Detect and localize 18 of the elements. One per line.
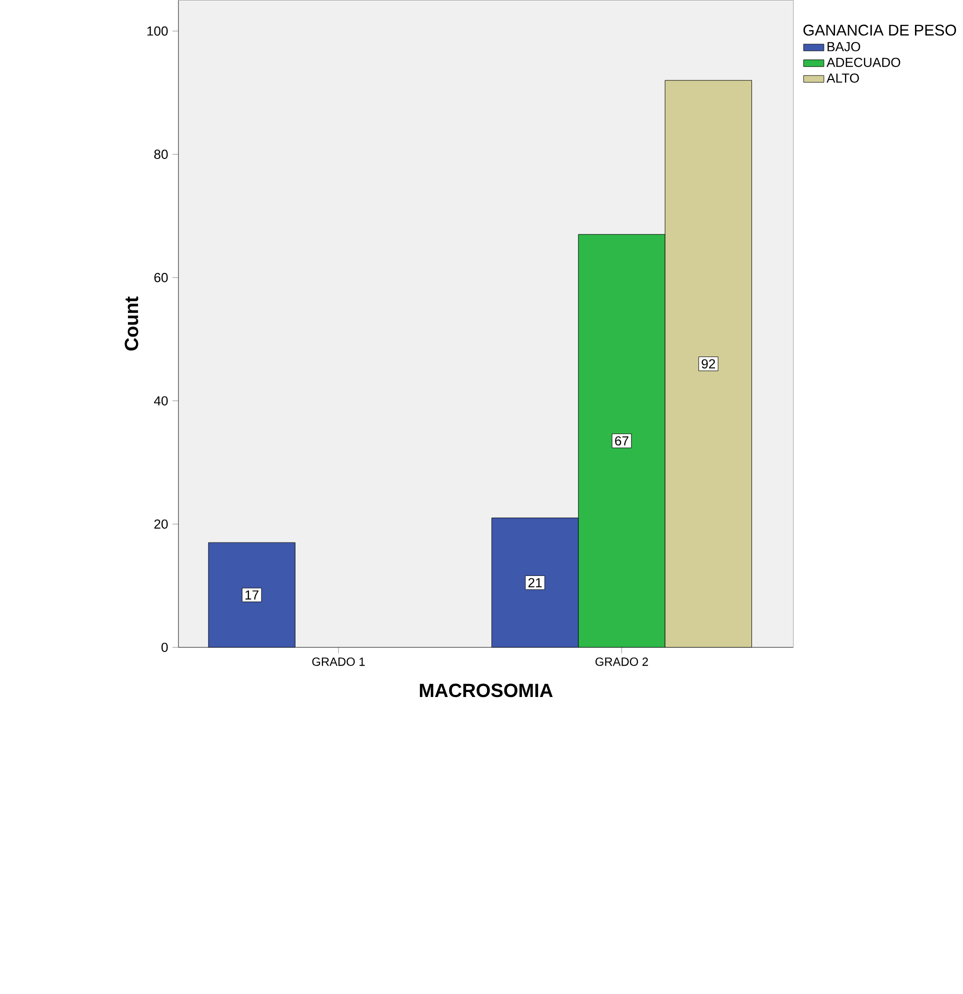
y-tick-label: 0 <box>162 642 168 652</box>
y-tick-label: 60 <box>154 272 168 282</box>
legend-label: ALTO <box>826 73 860 83</box>
x-tick-label: GRADO 1 <box>312 658 365 666</box>
legend-label: ADECUADO <box>826 58 900 68</box>
y-axis-title: Count <box>124 296 138 351</box>
data-label: 21 <box>528 578 542 588</box>
y-tick-label: 80 <box>154 150 168 159</box>
legend-label: BAJO <box>828 42 860 52</box>
legend-title: GANANCIA DE PESO <box>804 24 956 36</box>
y-tick-label: 20 <box>154 519 168 529</box>
data-label: 17 <box>246 590 259 600</box>
x-tick-label: GRADO 2 <box>596 658 648 666</box>
data-label: 67 <box>615 436 628 446</box>
y-tick-label: 100 <box>148 26 168 36</box>
y-tick-label: 40 <box>154 396 168 406</box>
x-axis-title: MACROSOMIA <box>420 684 553 698</box>
data-label: 92 <box>702 359 716 368</box>
